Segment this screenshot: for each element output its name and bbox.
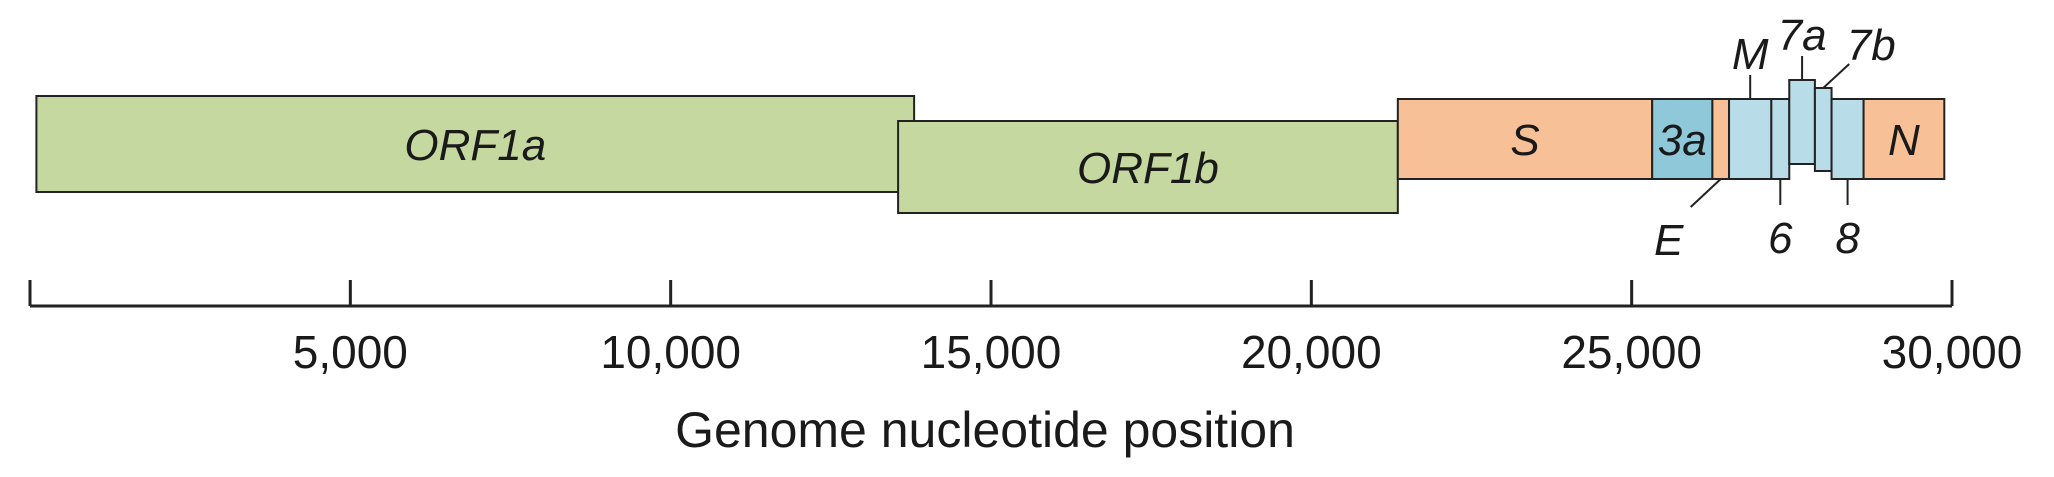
gene-label-3a: 3a xyxy=(1658,116,1707,165)
gene-block-7b xyxy=(1813,87,1833,172)
gene-block-orf1b xyxy=(897,120,1399,214)
gene-block-e xyxy=(1711,98,1731,180)
leader-line-7b xyxy=(1822,63,1850,89)
gene-label-e: E xyxy=(1654,216,1684,265)
tick-label-20000: 20,000 xyxy=(1241,326,1382,378)
tick-label-25000: 25,000 xyxy=(1561,326,1702,378)
gene-blocks xyxy=(35,79,1946,214)
gene-label-7a: 7a xyxy=(1778,11,1827,60)
gene-block-6 xyxy=(1770,98,1791,180)
gene-block-orf1a xyxy=(35,95,916,193)
gene-block-s xyxy=(1396,98,1654,180)
axis-title: Genome nucleotide position xyxy=(675,402,1295,458)
tick-label-5000: 5,000 xyxy=(293,326,408,378)
gene-block-n xyxy=(1862,98,1946,180)
gene-label-7b: 7b xyxy=(1847,21,1896,70)
tick-label-30000: 30,000 xyxy=(1882,326,2023,378)
gene-label-6: 6 xyxy=(1768,214,1793,263)
gene-label-s: S xyxy=(1510,116,1539,165)
gene-label-n: N xyxy=(1888,116,1920,165)
tick-label-15000: 15,000 xyxy=(921,326,1062,378)
leader-line-e xyxy=(1690,178,1722,208)
gene-label-orf1b: ORF1b xyxy=(1077,144,1219,193)
gene-label-orf1a: ORF1a xyxy=(404,121,546,170)
gene-label-m: M xyxy=(1732,30,1769,79)
gene-block-7a xyxy=(1788,79,1816,165)
gene-block-8 xyxy=(1830,98,1865,180)
gene-labels: ORF1a ORF1b S 3a E M 6 7a 7b 8N xyxy=(404,11,1920,265)
gene-block-m xyxy=(1728,98,1773,180)
gene-label-8: 8 xyxy=(1835,214,1860,263)
tick-label-10000: 10,000 xyxy=(600,326,741,378)
axis-ticks: 5,000 10,000 15,000 20,000 25,000 30,000 xyxy=(293,280,2023,378)
